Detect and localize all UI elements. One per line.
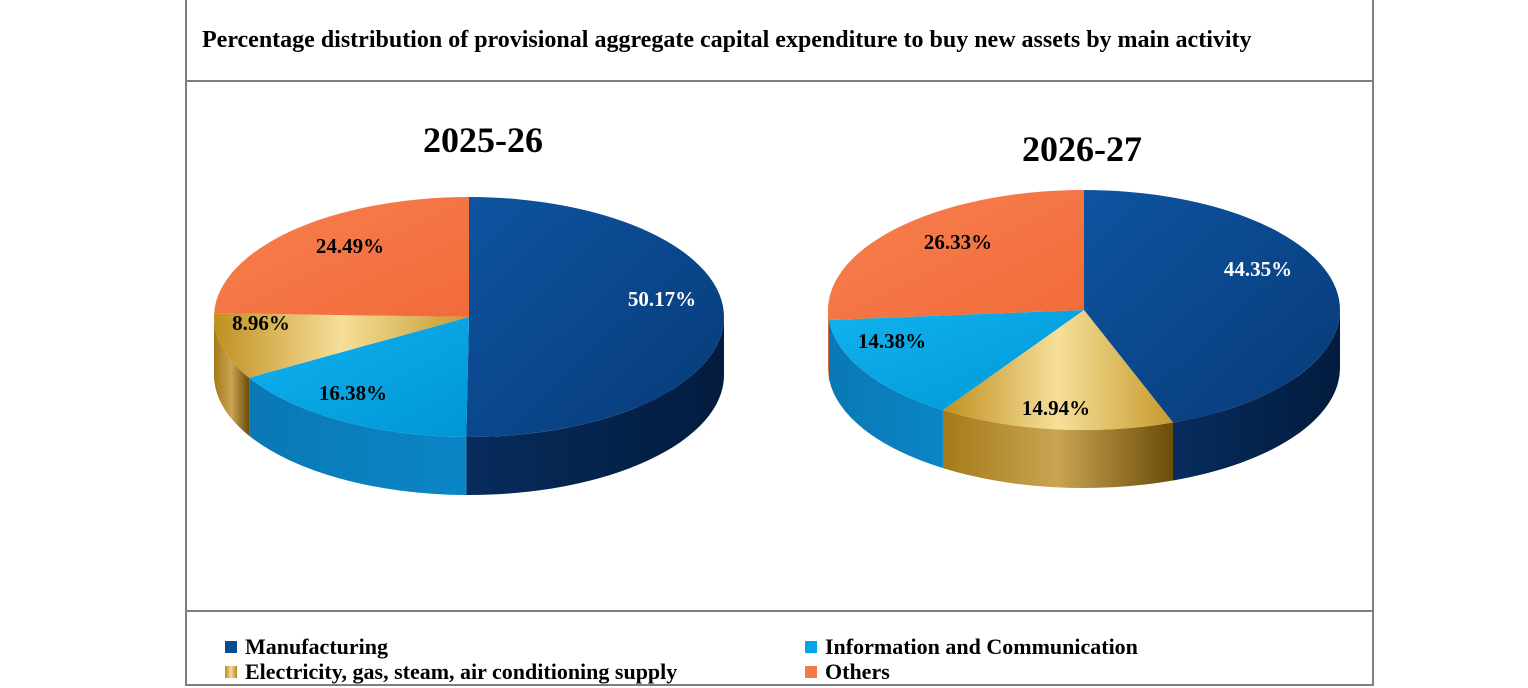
- pie-title-2026-27: 2026-27: [1022, 129, 1142, 169]
- pie-2026-27-label-manufacturing: 44.35%: [1224, 257, 1292, 281]
- legend-swatch-others: [805, 666, 817, 678]
- pie-2026-27-side-others: [828, 310, 829, 379]
- pie-2025-26-slices: [214, 197, 724, 437]
- pie-2026-27: 2026-27 44.35% 14.94% 14.38% 26.33%: [828, 129, 1341, 489]
- pie-2025-26-side-manufacturing: [466, 317, 724, 496]
- legend-item-others: Others: [805, 659, 890, 685]
- pie-2025-26-side-information: [249, 377, 467, 495]
- pie-2026-27-side-manufacturing: [1172, 310, 1340, 481]
- legend: Manufacturing Information and Communicat…: [187, 610, 1372, 684]
- legend-label-information: Information and Communication: [825, 634, 1138, 659]
- pie-2025-26-slice-electricity: [214, 313, 469, 378]
- pie-2026-27-slice-electricity: [942, 310, 1173, 431]
- pie-2025-26-label-electricity: 8.96%: [232, 311, 290, 335]
- legend-swatch-information: [805, 641, 817, 653]
- pie-2025-26-label-manufacturing: 50.17%: [628, 287, 696, 311]
- pie-2026-27-label-others: 26.33%: [924, 230, 992, 254]
- pie-2025-26-label-information: 16.38%: [319, 381, 387, 405]
- pie-2026-27-label-electricity: 14.94%: [1022, 396, 1090, 420]
- pie-2025-26-slice-information: [249, 317, 469, 437]
- legend-swatch-manufacturing: [225, 641, 237, 653]
- chart-title: Percentage distribution of provisional a…: [202, 27, 1252, 53]
- pie-2025-26-slice-manufacturing: [466, 197, 724, 437]
- pie-2025-26-side-electricity: [214, 317, 250, 436]
- legend-swatch-electricity: [225, 666, 237, 678]
- pie-2025-26-sides: [214, 317, 724, 496]
- legend-label-electricity: Electricity, gas, steam, air conditionin…: [245, 659, 678, 684]
- pie-2026-27-labels: 44.35% 14.94% 14.38% 26.33%: [858, 230, 1292, 420]
- pie-2026-27-side-information: [828, 320, 943, 469]
- title-band: Percentage distribution of provisional a…: [187, 0, 1372, 82]
- pie-2025-26: 2025-26 50.17% 16.38% 8.96% 24.49%: [214, 120, 724, 496]
- pie-title-2025-26: 2025-26: [423, 120, 543, 160]
- pie-2026-27-slice-others: [828, 190, 1084, 321]
- pie-2026-27-slice-manufacturing: [1084, 189, 1341, 423]
- pie-2026-27-slice-information: [828, 310, 1084, 411]
- legend-item-electricity: Electricity, gas, steam, air conditionin…: [225, 659, 677, 685]
- legend-item-information: Information and Communication: [805, 634, 1138, 660]
- pie-2025-26-slice-others: [214, 197, 469, 317]
- pie-2026-27-slices: [828, 189, 1341, 431]
- pie-2025-26-labels: 50.17% 16.38% 8.96% 24.49%: [232, 234, 696, 405]
- pie-2026-27-sides: [828, 310, 1340, 489]
- pie-2026-27-side-electricity: [942, 410, 1173, 489]
- pie-2026-27-label-information: 14.38%: [858, 329, 926, 353]
- pie-2025-26-label-others: 24.49%: [316, 234, 384, 258]
- legend-label-others: Others: [825, 659, 890, 684]
- legend-label-manufacturing: Manufacturing: [245, 634, 388, 659]
- chart-frame: Percentage distribution of provisional a…: [185, 0, 1374, 686]
- legend-item-manufacturing: Manufacturing: [225, 634, 388, 660]
